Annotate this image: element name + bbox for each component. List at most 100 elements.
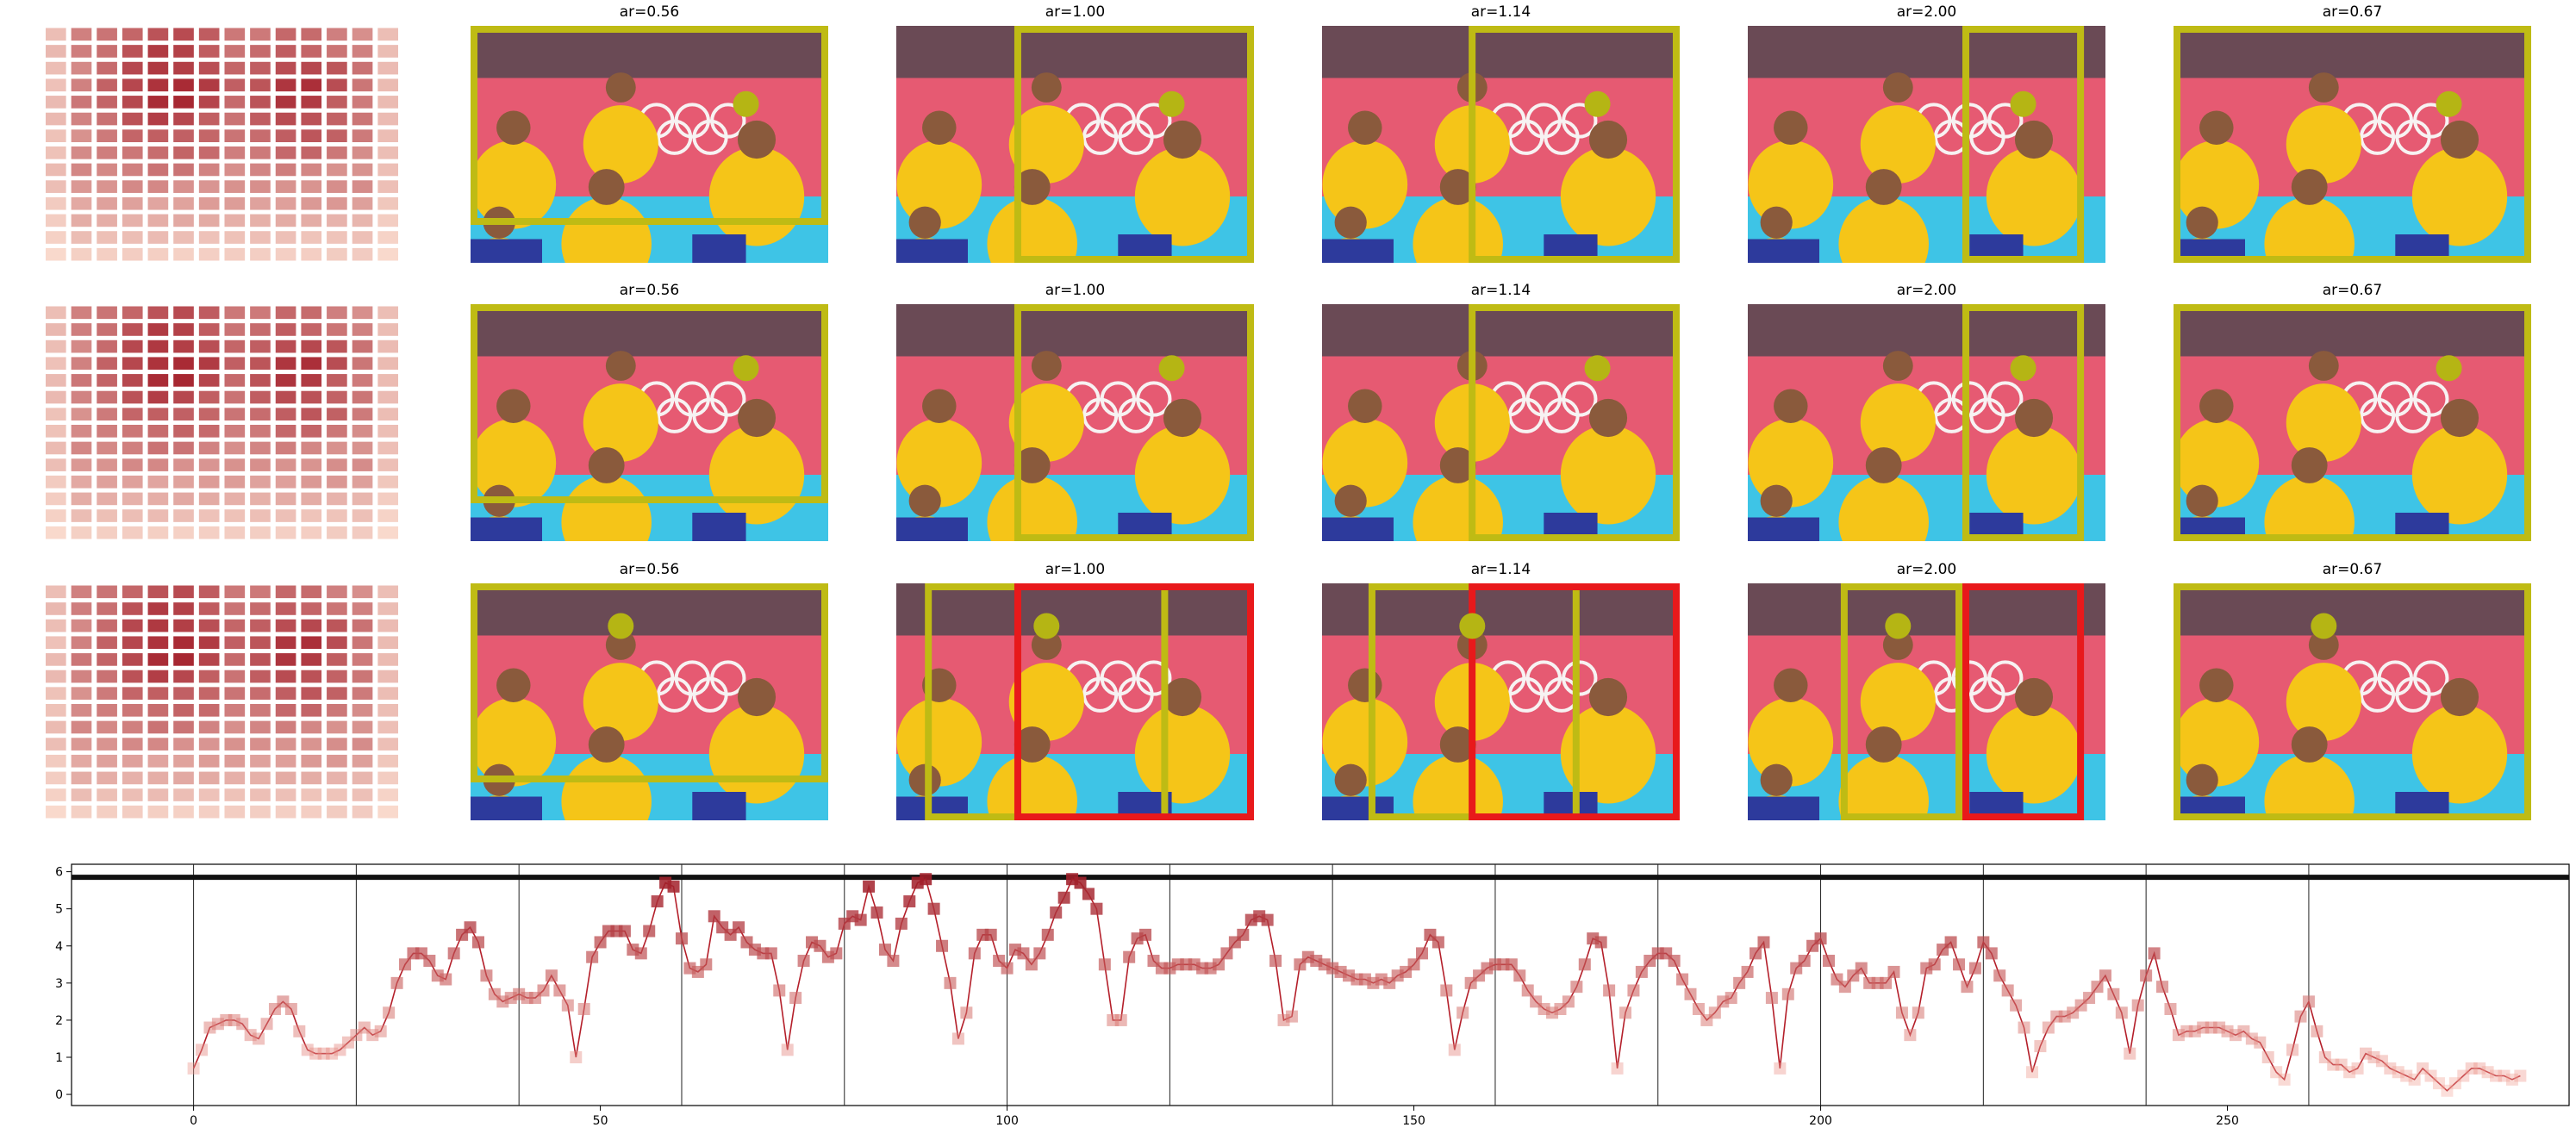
heatmap-cell [250, 585, 271, 599]
heatmap-cell [71, 602, 92, 615]
heatmap-cell [301, 408, 322, 420]
data-point [1968, 962, 1981, 975]
heatmap-cell [377, 653, 398, 666]
data-point [2254, 1036, 2267, 1049]
crop-box [2174, 304, 2531, 541]
heatmap-cell [122, 738, 143, 751]
heatmap-cell [250, 357, 271, 371]
heatmap-cell [147, 458, 169, 471]
heatmap-cell [46, 196, 66, 210]
crop-box [1962, 26, 2085, 263]
heatmap-cell [97, 475, 117, 489]
heatmap-cell [224, 754, 246, 768]
heatmap-cell [224, 146, 246, 159]
heatmap-cell [97, 196, 117, 210]
panel-title: ar=1.00 [1045, 561, 1106, 578]
heatmap-cell [377, 585, 398, 599]
heatmap-cell [250, 306, 271, 320]
heatmap-cell [275, 306, 296, 320]
heatmap-cell [198, 45, 220, 58]
heatmap-cell [173, 653, 194, 666]
data-point [1213, 958, 1226, 971]
heatmap-cell [250, 720, 271, 734]
data-point [1261, 913, 1274, 926]
heatmap-cell [275, 636, 296, 650]
heatmap-cell [71, 458, 92, 471]
data-point [2392, 1066, 2404, 1079]
heatmap-cell [327, 146, 347, 159]
heatmap-cell [224, 61, 246, 75]
heatmap-cell [122, 585, 143, 599]
heatmap-cell [250, 180, 271, 193]
data-point [1961, 981, 1974, 994]
heatmap-cell [377, 61, 398, 75]
data-point [708, 910, 720, 923]
heatmap-cell [71, 509, 92, 522]
heatmap-cell [250, 196, 271, 210]
heatmap-cell [352, 196, 373, 210]
heatmap-cell [198, 425, 220, 438]
data-point [2025, 1066, 2038, 1079]
heatmap-cell [97, 247, 117, 261]
heatmap-cell [71, 231, 92, 244]
y-tick-label: 3 [55, 977, 63, 991]
heatmap-cell [46, 45, 66, 58]
data-point [2261, 1051, 2274, 1063]
heatmap-cell [275, 96, 296, 109]
data-point [1725, 992, 1737, 1005]
heatmap-cell [198, 180, 220, 193]
heatmap-cell [352, 619, 373, 632]
y-tick-label: 0 [55, 1088, 63, 1102]
data-point [2107, 987, 2120, 1000]
data-point [1692, 1003, 1705, 1015]
heatmap-cell [224, 28, 246, 41]
crop-box [471, 583, 828, 782]
crop-panel: ar=2.00 [1748, 3, 2105, 263]
heatmap-cell [352, 458, 373, 471]
data-point [447, 947, 460, 960]
heatmap-cell [46, 408, 66, 420]
data-point [643, 925, 656, 938]
heatmap-cell [327, 509, 347, 522]
crop-box [1840, 583, 1963, 820]
heatmap-cell [71, 306, 92, 320]
data-point [733, 921, 745, 934]
panel-title: ar=1.00 [1045, 282, 1106, 299]
heatmap-cell [122, 323, 143, 336]
data-point [1057, 891, 1070, 904]
heatmap-cell [377, 180, 398, 193]
heatmap-cell [301, 458, 322, 471]
data-point [1237, 928, 1250, 941]
heatmap-cell [301, 509, 322, 522]
heatmap-cell [301, 112, 322, 126]
heatmap-cell [377, 754, 398, 768]
heatmap-cell [377, 196, 398, 210]
data-point [1619, 1006, 1631, 1019]
heatmap-cell [122, 653, 143, 666]
heatmap-cell [327, 636, 347, 650]
heatmap-cell [46, 653, 66, 666]
data-point [545, 969, 558, 982]
focus-marker [1459, 613, 1486, 639]
focus-marker [1584, 90, 1611, 117]
data-point [1676, 973, 1689, 986]
heatmap-cell [173, 247, 194, 261]
heatmap-cell [198, 231, 220, 244]
heatmap-cell [46, 78, 66, 92]
data-point [1431, 936, 1444, 949]
heatmap-cell [327, 788, 347, 801]
heatmap-cell [198, 670, 220, 683]
data-point [1082, 888, 1095, 900]
heatmap-cell [147, 306, 169, 320]
volleyball-photo [1748, 26, 2105, 263]
panel-title: ar=0.56 [619, 282, 680, 299]
heatmap-cell [250, 425, 271, 438]
heatmap-cell [173, 180, 194, 193]
heatmap-cell [377, 670, 398, 683]
data-point [1001, 962, 1014, 975]
data-point [1985, 947, 1998, 960]
heatmap-cell [173, 636, 194, 650]
heatmap-cell [377, 771, 398, 785]
data-point [2400, 1069, 2413, 1082]
data-point [789, 992, 802, 1005]
